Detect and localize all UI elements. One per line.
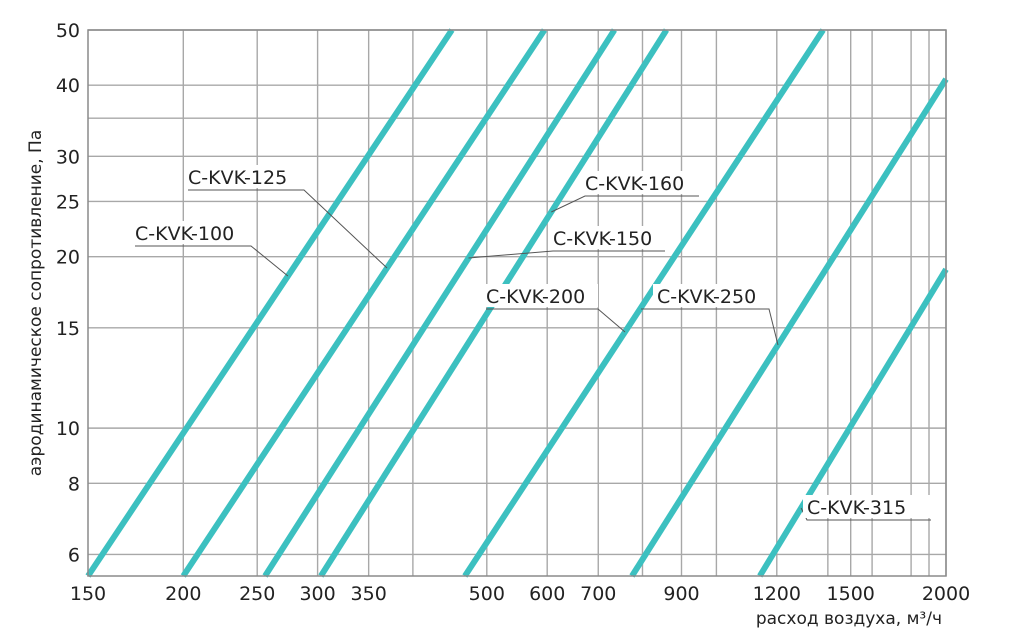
x-tick-200: 200 (165, 583, 201, 605)
series-lines (85, 28, 949, 578)
leader-c-kvk-125 (188, 189, 388, 269)
series-line-c-kvk-315 (757, 267, 949, 578)
x-tick-1200: 1200 (753, 583, 801, 605)
x-tick-150: 150 (70, 583, 106, 605)
series-label-c-kvk-160: C-KVK-160 (585, 173, 684, 195)
leader-c-kvk-160 (551, 195, 699, 213)
x-tick-1500: 1500 (827, 583, 875, 605)
series-label-c-kvk-250: C-KVK-250 (657, 286, 756, 308)
leader-c-kvk-150 (468, 250, 665, 259)
series-label-bg-c-kvk-250 (653, 284, 769, 307)
y-tick-6: 6 (68, 544, 80, 566)
x-tick-700: 700 (580, 583, 616, 605)
series-label-bg-c-kvk-160 (581, 171, 699, 194)
plot-frame (87, 29, 947, 577)
x-tick-900: 900 (663, 583, 699, 605)
series-label-bg-c-kvk-315 (803, 495, 931, 518)
series-line-c-kvk-200 (462, 28, 826, 578)
y-tick-30: 30 (56, 146, 80, 168)
series-label-c-kvk-100: C-KVK-100 (135, 223, 234, 245)
series-label-bg-c-kvk-150 (549, 226, 665, 249)
y-tick-25: 25 (56, 191, 80, 213)
x-tick-2000: 2000 (922, 583, 970, 605)
leader-c-kvk-100 (135, 245, 289, 277)
y-tick-8: 8 (68, 473, 80, 495)
x-tick-350: 350 (351, 583, 387, 605)
series-line-c-kvk-100 (85, 28, 455, 578)
series-line-c-kvk-250 (629, 77, 949, 578)
label-leaders (135, 189, 931, 521)
x-tick-500: 500 (469, 583, 505, 605)
y-axis-title: аэродинамическое сопротивление, Па (26, 130, 46, 477)
series-label-c-kvk-200: C-KVK-200 (486, 286, 585, 308)
series-label-bg-c-kvk-100 (131, 221, 251, 244)
series-label-c-kvk-315: C-KVK-315 (807, 497, 906, 519)
series-label-c-kvk-150: C-KVK-150 (553, 228, 652, 250)
series-labels: C-KVK-100 C-KVK-125 C-KVK-150 C-KVK-160 C-KV… (131, 165, 931, 519)
y-tick-40: 40 (56, 75, 80, 97)
y-tick-labels: 6 8 10 15 20 25 30 40 50 (56, 20, 80, 566)
y-tick-15: 15 (56, 318, 80, 340)
x-axis-title: расход воздуха, м³/ч (756, 609, 942, 629)
series-line-c-kvk-125 (180, 28, 547, 578)
leader-c-kvk-250 (641, 308, 779, 346)
y-tick-20: 20 (56, 247, 80, 269)
series-line-c-kvk-150 (262, 28, 617, 578)
x-tick-600: 600 (529, 583, 565, 605)
y-tick-50: 50 (56, 20, 80, 42)
series-label-bg-c-kvk-125 (184, 165, 304, 188)
x-tick-300: 300 (299, 583, 335, 605)
x-tick-250: 250 (239, 583, 275, 605)
series-label-c-kvk-125: C-KVK-125 (188, 167, 287, 189)
series-label-bg-c-kvk-200 (482, 284, 598, 307)
leader-c-kvk-200 (486, 308, 626, 333)
x-tick-labels: 150 200 250 300 350 500 600 700 900 1200 1500 2000 (70, 583, 970, 605)
y-tick-10: 10 (56, 418, 80, 440)
